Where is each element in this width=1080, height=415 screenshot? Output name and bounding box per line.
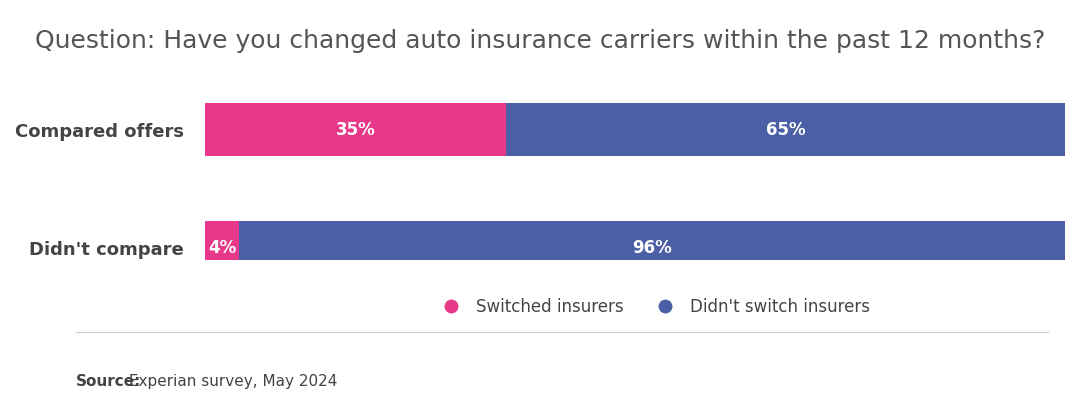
Text: Question: Have you changed auto insurance carriers within the past 12 months?: Question: Have you changed auto insuranc… bbox=[35, 29, 1045, 53]
Text: 96%: 96% bbox=[632, 239, 672, 257]
Text: 35%: 35% bbox=[336, 121, 375, 139]
Text: 4%: 4% bbox=[208, 239, 237, 257]
Legend: Switched insurers, Didn't switch insurers: Switched insurers, Didn't switch insurer… bbox=[428, 291, 877, 323]
Text: Experian survey, May 2024: Experian survey, May 2024 bbox=[124, 374, 338, 388]
Bar bbox=[205, 221, 240, 274]
Bar bbox=[240, 221, 1065, 274]
Bar bbox=[205, 103, 505, 156]
Text: 65%: 65% bbox=[766, 121, 806, 139]
Text: Source:: Source: bbox=[76, 374, 141, 388]
Bar bbox=[505, 103, 1065, 156]
